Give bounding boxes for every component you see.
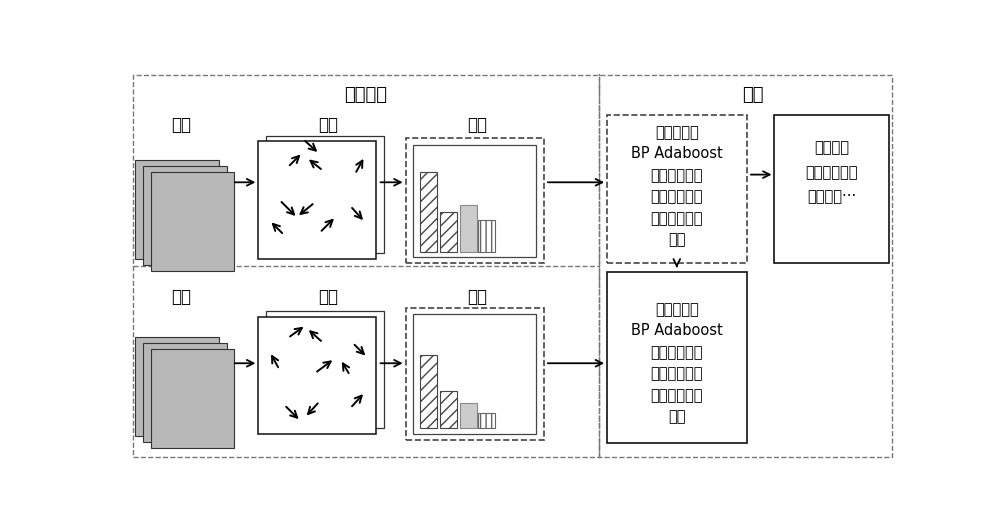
Bar xyxy=(135,160,219,259)
Text: 增强算法的误: 增强算法的误 xyxy=(651,366,703,382)
Bar xyxy=(406,139,544,263)
Bar xyxy=(440,212,457,252)
Text: 翻越栅栏···: 翻越栅栏··· xyxy=(807,190,856,204)
Text: 分类器检测: 分类器检测 xyxy=(655,125,699,140)
Text: 增强算法的误: 增强算法的误 xyxy=(651,190,703,204)
Bar xyxy=(607,115,747,263)
Bar xyxy=(413,314,536,434)
Text: 分类器训练: 分类器训练 xyxy=(655,302,699,317)
Bar xyxy=(266,136,384,253)
Text: BP Adaboost: BP Adaboost xyxy=(631,147,723,161)
Text: 络）: 络） xyxy=(668,409,686,425)
Bar xyxy=(258,317,376,434)
Text: 特征: 特征 xyxy=(468,288,488,306)
Text: 检测: 检测 xyxy=(171,116,191,134)
Bar xyxy=(607,272,747,443)
Text: 光流: 光流 xyxy=(318,288,338,306)
Text: 特征选择: 特征选择 xyxy=(344,87,387,104)
Bar xyxy=(143,166,227,264)
Bar xyxy=(143,343,227,442)
Text: （基于自适应: （基于自适应 xyxy=(651,168,703,183)
Text: 光流: 光流 xyxy=(318,116,338,134)
Text: 打斗、奔跑、: 打斗、奔跑、 xyxy=(806,165,858,180)
Text: 训练: 训练 xyxy=(171,288,191,306)
Bar xyxy=(151,172,234,271)
Bar xyxy=(413,144,536,257)
Bar xyxy=(135,337,219,435)
Text: 络）: 络） xyxy=(668,233,686,247)
Text: 差反向传播网: 差反向传播网 xyxy=(651,388,703,403)
Text: 行为分类: 行为分类 xyxy=(814,140,849,155)
Bar xyxy=(406,308,544,440)
Text: （基于自适应: （基于自适应 xyxy=(651,345,703,360)
Text: BP Adaboost: BP Adaboost xyxy=(631,323,723,338)
Bar xyxy=(460,403,477,428)
Bar xyxy=(258,141,376,259)
Bar xyxy=(420,172,437,252)
Bar xyxy=(266,311,384,428)
Bar xyxy=(460,204,477,252)
Bar xyxy=(478,413,495,428)
Text: 差反向传播网: 差反向传播网 xyxy=(651,211,703,226)
Bar xyxy=(420,355,437,428)
Bar xyxy=(440,391,457,428)
Bar xyxy=(478,220,495,252)
Bar xyxy=(774,115,889,263)
Text: 分类: 分类 xyxy=(742,87,764,104)
Bar xyxy=(151,349,234,448)
Text: 特征: 特征 xyxy=(468,116,488,134)
